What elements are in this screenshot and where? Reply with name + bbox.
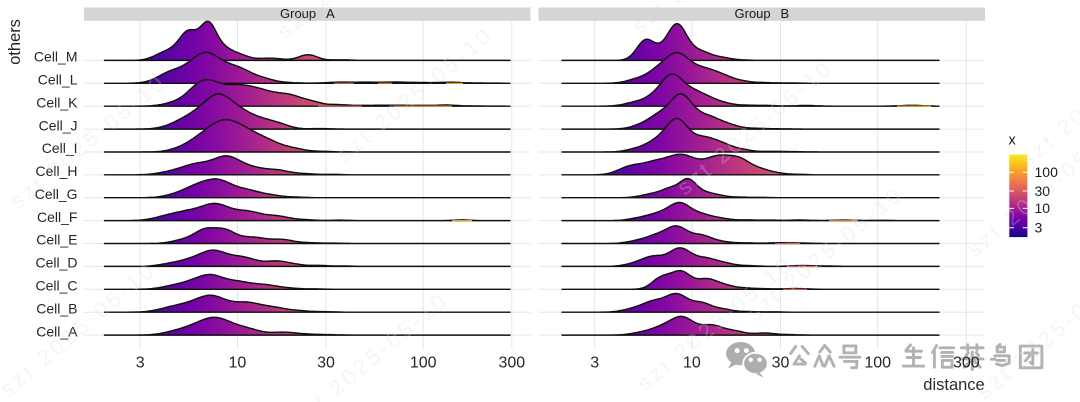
svg-text:Group: Group [280,6,316,21]
svg-text:Cell_G: Cell_G [35,186,78,202]
svg-text:Cell_B: Cell_B [36,300,77,316]
svg-text:10: 10 [683,355,701,372]
svg-text:10: 10 [229,355,247,372]
svg-text:Cell_M: Cell_M [34,49,78,65]
svg-text:Cell_F: Cell_F [37,209,77,225]
svg-text:Group: Group [735,6,771,21]
svg-text:x: x [1009,133,1017,149]
svg-text:Cell_D: Cell_D [35,255,77,271]
svg-text:3: 3 [590,355,599,372]
svg-text:Cell_H: Cell_H [35,163,77,179]
svg-text:100: 100 [864,355,891,372]
svg-text:A: A [326,6,335,21]
svg-text:Cell_K: Cell_K [36,94,78,110]
svg-text:others: others [6,19,24,65]
svg-text:300: 300 [498,355,525,372]
svg-text:Cell_A: Cell_A [36,323,78,339]
svg-text:300: 300 [953,355,980,372]
svg-text:100: 100 [1035,164,1059,180]
svg-text:Cell_E: Cell_E [36,232,77,248]
svg-text:Cell_I: Cell_I [42,140,78,156]
svg-text:100: 100 [410,355,437,372]
svg-text:Cell_J: Cell_J [39,117,78,133]
svg-text:Cell_L: Cell_L [38,72,78,88]
svg-text:10: 10 [1035,200,1051,216]
svg-text:30: 30 [1035,183,1051,199]
svg-text:30: 30 [317,355,335,372]
svg-text:distance: distance [923,376,984,394]
svg-text:3: 3 [136,355,145,372]
svg-text:B: B [781,6,790,21]
svg-text:30: 30 [772,355,790,372]
svg-text:Cell_C: Cell_C [35,278,77,294]
svg-text:3: 3 [1035,220,1043,236]
